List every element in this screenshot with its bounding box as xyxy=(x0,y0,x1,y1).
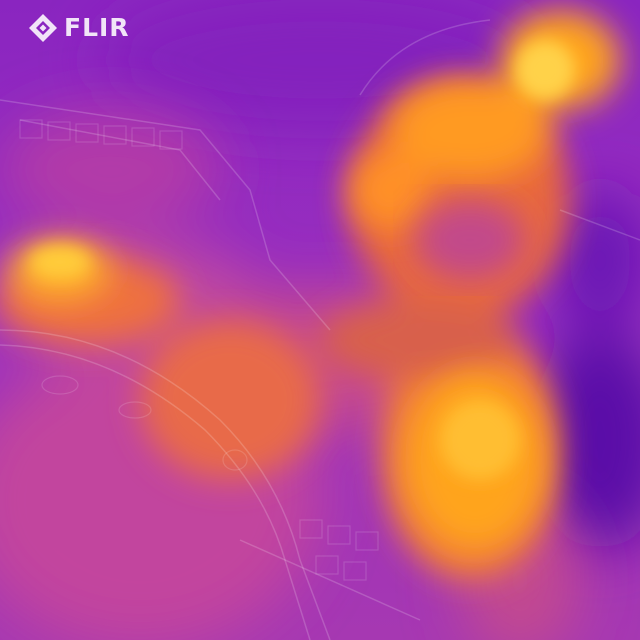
face-shadow-region xyxy=(415,200,525,280)
keyboard-key-outlines xyxy=(19,119,379,581)
edge-detail-lines xyxy=(0,19,640,640)
flir-diamond-logo-icon xyxy=(29,14,57,42)
hottest-regions xyxy=(30,40,575,480)
flir-logo-text: FLIR xyxy=(64,13,130,42)
flir-logo: FLIR xyxy=(28,13,130,43)
